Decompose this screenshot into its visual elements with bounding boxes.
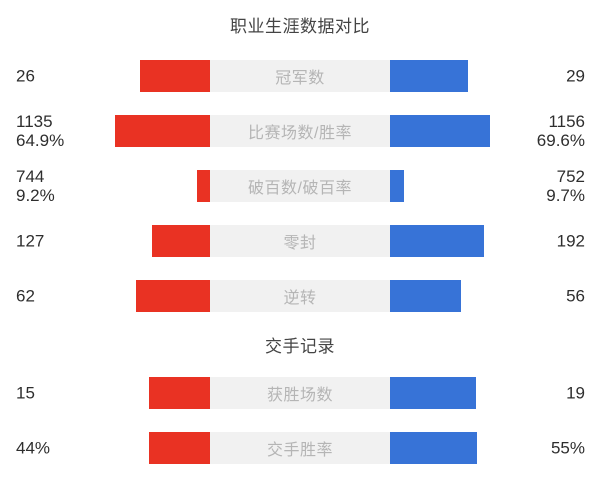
right-value-line: 192 [556, 231, 585, 250]
left-value-line: 744 [16, 166, 45, 186]
left-value: 15 [16, 383, 35, 402]
category-label: 破百数/破百率 [248, 179, 352, 197]
category-label: 冠军数 [275, 69, 325, 87]
left-value: 744 9.2% [16, 167, 55, 205]
right-value-line: 29 [566, 66, 585, 85]
left-value-line: 9.2% [16, 185, 55, 205]
left-bar [136, 279, 210, 312]
stat-row-comebacks: 62 逆转 56 [0, 268, 600, 323]
right-value-line: 9.7% [546, 185, 585, 205]
stat-row-h2h-wins: 15 获胜场数 19 [0, 365, 600, 420]
category-label-track: 交手胜率 [210, 431, 390, 464]
section-title-head-to-head: 交手记录 [265, 336, 335, 356]
left-value: 44% [16, 438, 50, 457]
left-bar [149, 431, 210, 464]
right-value: 192 [557, 231, 585, 250]
left-bar [140, 59, 210, 92]
right-value-line: 56 [566, 286, 585, 305]
stat-row-whitewashes: 127 零封 192 [0, 213, 600, 268]
category-label-track: 冠军数 [210, 59, 390, 92]
category-label-track: 零封 [210, 224, 390, 257]
left-value-line: 26 [16, 66, 35, 85]
right-bar [390, 376, 476, 409]
category-label-track: 获胜场数 [210, 376, 390, 409]
right-value-line: 19 [566, 383, 585, 402]
right-value: 56 [566, 286, 585, 305]
category-label: 比赛场数/胜率 [248, 124, 352, 142]
right-bar [390, 169, 404, 202]
stat-row-matches-winrate: 1135 64.9% 比赛场数/胜率 1156 69.6% [0, 103, 600, 158]
left-value-line: 44% [16, 438, 51, 457]
right-bar [390, 114, 490, 147]
right-value: 55% [551, 438, 585, 457]
category-label-track: 破百数/破百率 [210, 169, 390, 202]
category-label: 交手胜率 [266, 441, 333, 459]
right-value: 29 [566, 66, 585, 85]
right-value: 1156 69.6% [537, 112, 585, 150]
right-value-line: 55% [550, 438, 585, 457]
category-label-track: 比赛场数/胜率 [210, 114, 390, 147]
left-value-line: 62 [16, 286, 35, 305]
category-label: 逆转 [283, 289, 317, 307]
right-value: 19 [566, 383, 585, 402]
left-value: 62 [16, 286, 35, 305]
left-value: 127 [16, 231, 44, 250]
right-value-line: 752 [556, 166, 585, 186]
right-bar [390, 431, 477, 464]
right-bar [390, 279, 461, 312]
right-value-line: 69.6% [536, 130, 585, 150]
left-bar [197, 169, 210, 202]
section-title-career: 职业生涯数据对比 [230, 16, 370, 36]
right-bar [390, 224, 484, 257]
right-value-line: 1156 [548, 111, 585, 131]
category-label: 零封 [283, 234, 317, 252]
stat-row-centuries: 744 9.2% 破百数/破百率 752 9.7% [0, 158, 600, 213]
left-value-line: 1135 [16, 111, 53, 131]
stat-row-championships: 26 冠军数 29 [0, 48, 600, 103]
right-value: 752 9.7% [546, 167, 585, 205]
left-value-line: 64.9% [16, 130, 65, 150]
stat-row-h2h-winrate: 44% 交手胜率 55% [0, 420, 600, 475]
left-value-line: 127 [16, 231, 45, 250]
left-bar [149, 376, 210, 409]
category-label: 获胜场数 [266, 386, 333, 404]
right-bar [390, 59, 468, 92]
category-label-track: 逆转 [210, 279, 390, 312]
left-value: 26 [16, 66, 35, 85]
left-value-line: 15 [16, 383, 35, 402]
left-value: 1135 64.9% [16, 112, 64, 150]
left-bar [152, 224, 210, 257]
left-bar [115, 114, 210, 147]
